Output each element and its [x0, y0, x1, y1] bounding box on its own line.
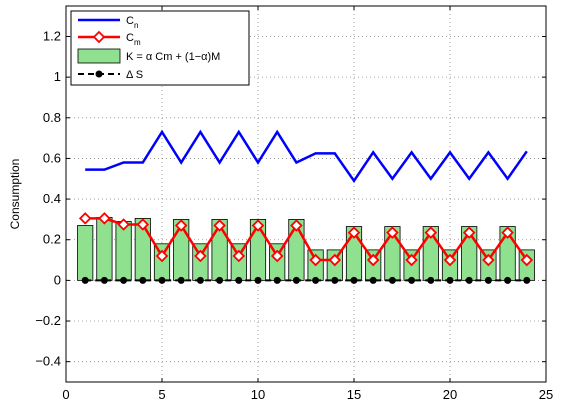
- y-tick-label: 0.8: [43, 110, 61, 125]
- legend-label-subscript: m: [134, 38, 141, 47]
- cm-marker: [347, 226, 361, 239]
- delta-s-marker: [120, 276, 128, 284]
- x-tick-label: 5: [158, 387, 165, 402]
- cm-marker: [213, 219, 226, 232]
- delta-s-marker: [465, 276, 473, 284]
- cm-marker: [251, 219, 265, 232]
- delta-s-marker: [100, 276, 108, 284]
- delta-s-marker: [331, 276, 339, 284]
- cm-marker: [328, 253, 342, 267]
- plot-area-frame: [65, 5, 547, 383]
- legend-label-main: C: [126, 32, 134, 44]
- bar-layer: [77, 216, 535, 281]
- y-tick-label: 1: [54, 69, 61, 84]
- delta-s-marker: [446, 276, 454, 284]
- legend-label: Δ S: [126, 69, 143, 81]
- x-tick-label: 20: [443, 387, 457, 402]
- delta-s-marker: [292, 276, 300, 284]
- delta-s-marker: [177, 276, 185, 284]
- cm-marker: [405, 253, 418, 267]
- legend-label: Cm: [126, 32, 141, 47]
- y-tick-label: −0.4: [35, 354, 61, 369]
- delta-s-marker: [408, 276, 416, 284]
- cm-marker: [136, 218, 150, 231]
- delta-s-marker: [196, 276, 204, 284]
- delta-s-marker: [484, 276, 492, 284]
- y-tick-label: −0.2: [35, 313, 61, 328]
- legend-label-main: C: [126, 15, 134, 27]
- y-tick-label: 0.4: [43, 191, 61, 206]
- cm-marker: [98, 212, 111, 225]
- delta-s-marker: [254, 276, 262, 284]
- cm-marker: [482, 253, 495, 267]
- x-tick-label: 25: [539, 387, 553, 402]
- delta-s-marker: [427, 276, 435, 284]
- legend-label-main: Δ S: [126, 69, 143, 81]
- y-tick-label: 0.2: [43, 232, 61, 247]
- delta-s-marker: [235, 276, 243, 284]
- cm-marker: [155, 249, 169, 263]
- cm-marker: [270, 249, 284, 263]
- delta-s-marker: [388, 276, 396, 284]
- cm-marker: [194, 249, 207, 263]
- y-axis-label: Consumption: [8, 159, 22, 230]
- y-tick-label: 1.2: [43, 28, 61, 43]
- cm-marker: [174, 219, 188, 232]
- k-bar: [96, 216, 113, 281]
- line-layer: [78, 129, 534, 284]
- x-tick-label: 0: [62, 387, 69, 402]
- legend-cm-marker: [92, 30, 106, 44]
- cm-marker: [117, 218, 130, 231]
- cm-marker: [366, 253, 380, 267]
- cm-marker: [78, 212, 92, 225]
- legend-label: Cn: [126, 15, 138, 30]
- delta-s-marker: [369, 276, 377, 284]
- y-tick-label: 0: [54, 272, 61, 287]
- delta-s-marker: [158, 276, 166, 284]
- x-tick-label: 15: [347, 387, 361, 402]
- k-bar: [77, 225, 94, 281]
- cm-marker: [424, 226, 438, 239]
- delta-s-marker: [273, 276, 281, 284]
- delta-s-marker: [504, 276, 512, 284]
- cm-marker: [520, 253, 534, 267]
- cm-marker: [290, 219, 303, 232]
- cm-marker: [386, 226, 399, 239]
- delta-s-marker: [523, 276, 531, 284]
- legend-k-swatch: [77, 48, 121, 64]
- delta-s-marker: [216, 276, 224, 284]
- delta-s-marker: [312, 276, 320, 284]
- cn-line: [85, 129, 528, 183]
- cm-marker: [462, 226, 476, 239]
- cm-marker: [443, 253, 457, 267]
- y-tick-label: 0.6: [43, 150, 61, 165]
- cm-line: [85, 217, 528, 263]
- legend-label: K = α Cm + (1−α)M: [126, 51, 220, 63]
- delta-s-marker: [81, 276, 89, 284]
- tick-layer: 0 5 10 15 20 25 −0.4 −0.2 0 0.2 0.4 0.6 0.8 1 1.2: [35, 6, 553, 402]
- legend-delta-s-marker: [95, 70, 103, 78]
- cm-marker: [309, 253, 322, 267]
- cm-marker: [232, 249, 246, 263]
- delta-s-marker: [139, 276, 147, 284]
- delta-s-marker: [350, 276, 358, 284]
- x-tick-label: 10: [251, 387, 265, 402]
- legend-label-subscript: n: [134, 21, 138, 30]
- cm-marker: [501, 226, 514, 239]
- legend-label-main: K = α Cm + (1−α)M: [126, 51, 220, 63]
